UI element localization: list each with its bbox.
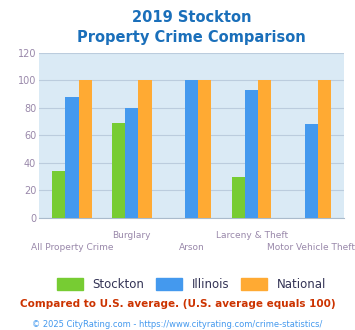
Text: Burglary: Burglary [113,231,151,240]
Legend: Stockton, Illinois, National: Stockton, Illinois, National [53,273,331,296]
Title: 2019 Stockton
Property Crime Comparison: 2019 Stockton Property Crime Comparison [77,10,306,45]
Bar [232,177,245,218]
Text: Arson: Arson [179,243,204,251]
Text: Compared to U.S. average. (U.S. average equals 100): Compared to U.S. average. (U.S. average … [20,299,335,309]
Text: All Property Crime: All Property Crime [31,243,113,251]
Bar [198,80,212,218]
Bar [52,171,65,218]
Bar [65,97,78,218]
Bar [258,80,271,218]
Bar [305,124,318,218]
Text: © 2025 CityRating.com - https://www.cityrating.com/crime-statistics/: © 2025 CityRating.com - https://www.city… [32,320,323,329]
Bar [112,123,125,218]
Text: Motor Vehicle Theft: Motor Vehicle Theft [267,243,355,251]
Bar [185,80,198,218]
Bar [78,80,92,218]
Bar [138,80,152,218]
Bar [318,80,331,218]
Bar [245,90,258,218]
Bar [125,108,138,218]
Text: Larceny & Theft: Larceny & Theft [215,231,288,240]
